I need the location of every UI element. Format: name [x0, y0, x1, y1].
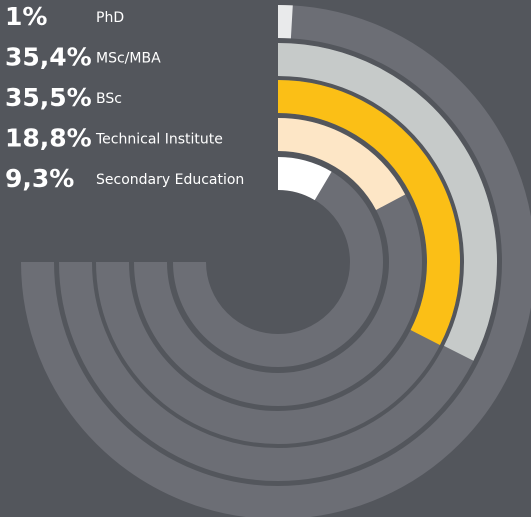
- ring-bar: [277, 157, 332, 201]
- ring-bar: [277, 118, 406, 211]
- value-label: 1%: [5, 2, 47, 31]
- category-label: MSc/MBA: [96, 51, 161, 67]
- ring-bar: [277, 43, 497, 361]
- category-label: Technical Institute: [95, 132, 223, 148]
- category-label: PhD: [96, 10, 124, 26]
- category-label: Secondary Education: [96, 172, 244, 188]
- ring-track: [21, 5, 531, 517]
- value-label: 35,4%: [5, 43, 92, 72]
- ring-track: [173, 157, 383, 367]
- value-label: 9,3%: [5, 164, 74, 193]
- ring-bar: [277, 80, 460, 346]
- value-label: 35,5%: [5, 83, 92, 112]
- category-label: BSc: [96, 91, 122, 107]
- value-label: 18,8%: [5, 124, 92, 153]
